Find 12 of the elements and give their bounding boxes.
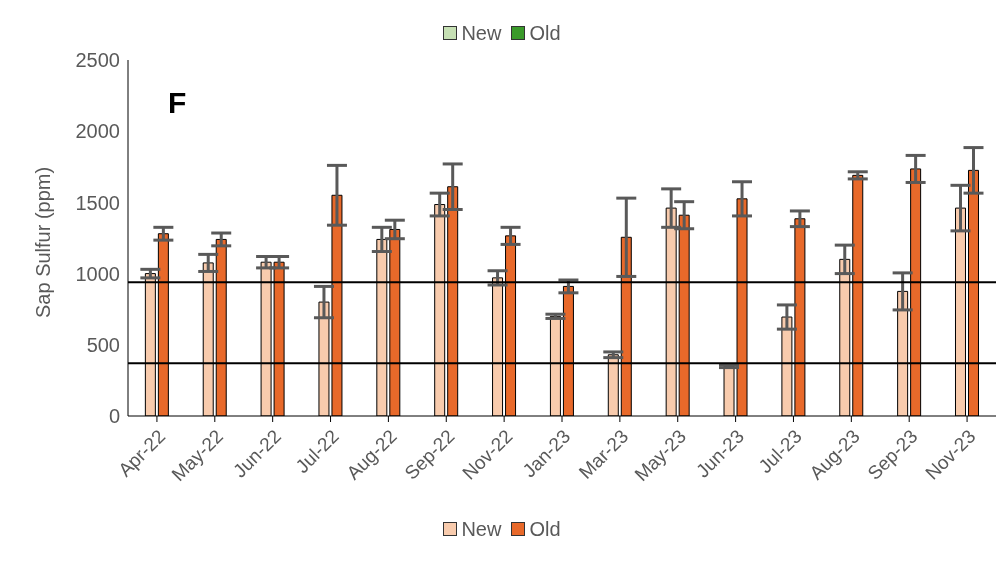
y-tick-label: 2000 (75, 120, 120, 143)
y-tick-label: 1500 (75, 191, 120, 214)
y-tick-label: 1000 (75, 262, 120, 285)
y-tick-label: 0 (108, 405, 120, 428)
legend-label: Old (529, 517, 561, 541)
y-tick-label: 500 (86, 333, 120, 356)
legend-label: Old (529, 21, 561, 45)
y-tick-label: 2500 (75, 49, 120, 72)
legend-label: New (461, 21, 502, 45)
y-axis-title: Sap Sulfur (ppm) (32, 166, 55, 318)
annotation: F (168, 86, 187, 120)
legend-label: New (461, 517, 502, 541)
